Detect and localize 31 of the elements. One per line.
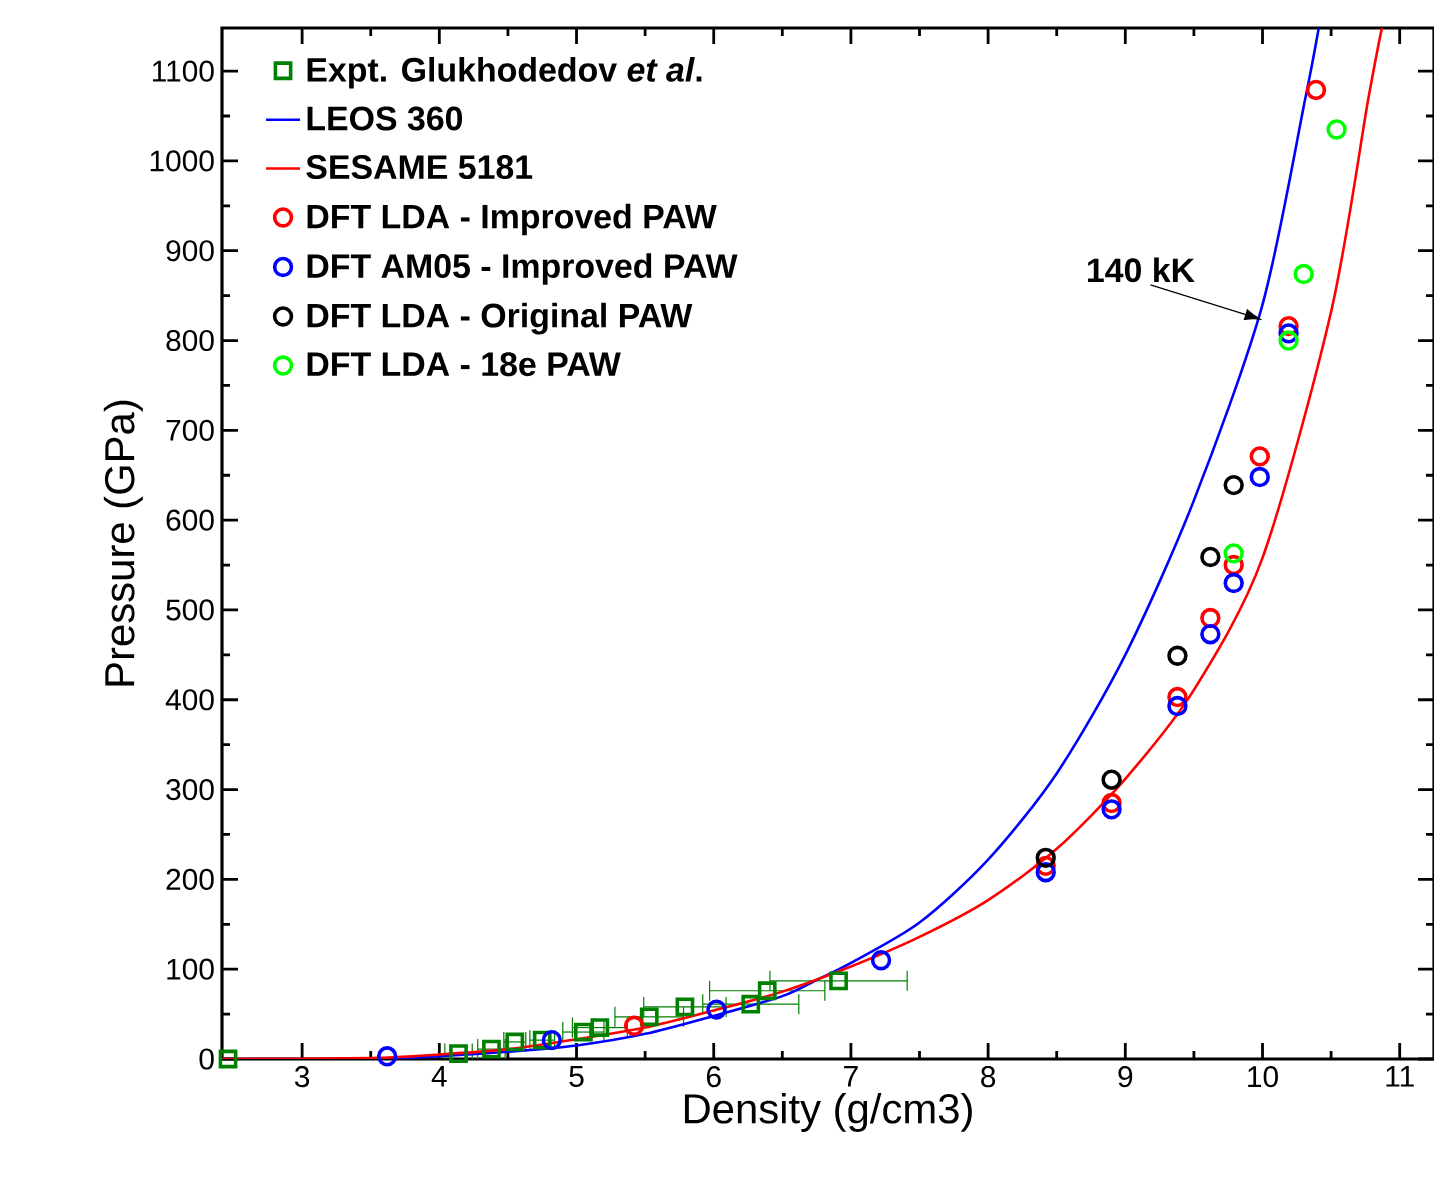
annotation: 140 kK — [1088, 257, 1195, 283]
legend-label: Expt. Glukhodedov et al. — [307, 57, 702, 89]
x-tick-label: 5 — [569, 1066, 584, 1087]
y-tick-label: 600 — [166, 509, 214, 531]
x-tick-label: 10 — [1248, 1066, 1278, 1088]
x-tick-label: 4 — [431, 1066, 447, 1087]
x-axis-title: Density (g/cm3) — [684, 1092, 972, 1132]
x-tick-label: 6 — [706, 1066, 721, 1088]
y-tick-label: 1100 — [152, 60, 214, 82]
legend-label: DFT LDA - Improved PAW — [307, 203, 717, 236]
y-tick-label: 100 — [167, 958, 214, 980]
y-tick-label: 0 — [199, 1048, 214, 1070]
y-tick-label: 300 — [166, 778, 214, 801]
y-tick-label: 1000 — [150, 150, 214, 172]
y-tick-label: 200 — [166, 868, 214, 890]
legend-label: DFT LDA - 18e PAW — [307, 352, 621, 377]
x-tick-label: 7 — [844, 1066, 858, 1087]
legend-label: SESAME 5181 — [306, 155, 533, 180]
y-tick-label: 800 — [166, 329, 214, 352]
x-tick-label: 8 — [981, 1066, 996, 1088]
legend-label: LEOS 360 — [307, 106, 463, 131]
y-tick-label: 700 — [166, 419, 214, 441]
legend-label: DFT LDA - Original PAW — [307, 302, 693, 335]
y-tick-label: 400 — [165, 689, 214, 711]
x-tick-label: 11 — [1386, 1066, 1414, 1087]
x-tick-label: 9 — [1118, 1066, 1133, 1088]
x-tick-label: 3 — [294, 1066, 310, 1088]
legend-label: DFT AM05 - Improved PAW — [307, 253, 738, 285]
y-axis-title: Pressure (GPa) — [103, 400, 143, 686]
y-tick-label: 500 — [166, 599, 214, 621]
y-tick-label: 900 — [166, 240, 214, 262]
